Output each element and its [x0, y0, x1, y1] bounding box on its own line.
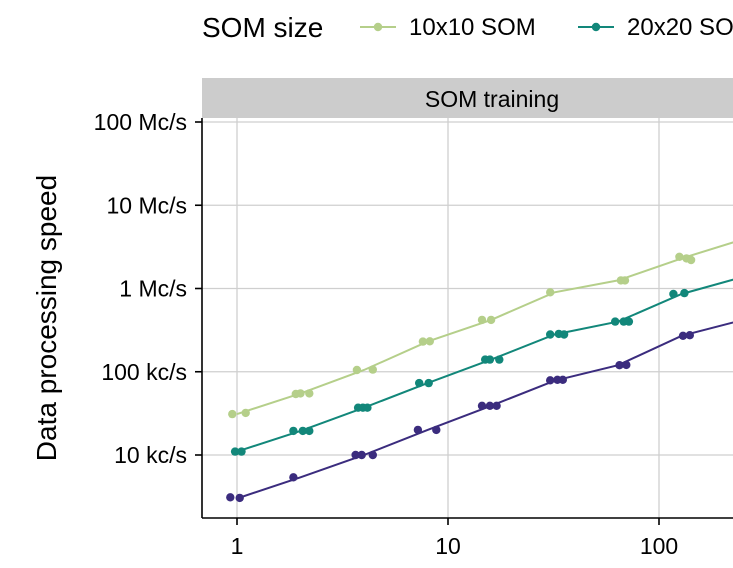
- data-point: [357, 450, 366, 460]
- data-point: [226, 493, 235, 502]
- data-point: [424, 378, 433, 388]
- data-point: [368, 450, 377, 460]
- data-point: [477, 315, 487, 325]
- legend-label: 10x10 SOM: [409, 14, 536, 41]
- data-point: [235, 493, 244, 503]
- x-tick-label: 100: [640, 533, 678, 559]
- legend-item-1: 10x10 SOM: [360, 14, 536, 41]
- data-point: [241, 408, 250, 418]
- data-point: [485, 401, 495, 410]
- legend-key-point: [373, 22, 383, 32]
- grid: [202, 118, 733, 518]
- data-point: [558, 375, 567, 384]
- panel-strip: [202, 78, 733, 118]
- data-point: [305, 426, 314, 436]
- data-point: [675, 252, 684, 261]
- data-point: [415, 378, 424, 388]
- data-point: [622, 360, 631, 370]
- data-point: [413, 425, 423, 435]
- data-point: [624, 317, 634, 326]
- data-point: [363, 403, 372, 412]
- legend: SOM size 10x10 SOM 20x20 SOM: [202, 12, 733, 43]
- data-point: [477, 401, 487, 410]
- data-point: [296, 389, 305, 398]
- data-point: [559, 330, 569, 339]
- data-point: [230, 447, 240, 456]
- y-axis-label: Data processing speed: [31, 175, 62, 461]
- data-point: [615, 361, 624, 370]
- data-point: [351, 450, 360, 460]
- data-point: [485, 355, 495, 364]
- data-point: [620, 276, 630, 285]
- data-point: [289, 426, 298, 436]
- legend-item-2: 20x20 SOM: [578, 14, 733, 41]
- data-point: [486, 315, 496, 325]
- legend-label: 20x20 SOM: [627, 14, 733, 41]
- data-point: [352, 365, 362, 375]
- panel-title: SOM training: [425, 86, 559, 112]
- data-point: [228, 409, 237, 419]
- legend-title: SOM size: [202, 12, 323, 43]
- data-point: [305, 389, 314, 398]
- y-tick-label: 10 kc/s: [114, 442, 187, 468]
- y-tick-label: 1 Mc/s: [119, 276, 187, 302]
- legend-key-point: [591, 22, 601, 32]
- data-point: [686, 255, 696, 265]
- y-tick-label: 100 kc/s: [101, 359, 187, 385]
- data-point: [680, 288, 689, 298]
- data-point: [298, 426, 307, 436]
- data-point: [418, 337, 428, 346]
- data-point: [611, 317, 620, 326]
- data-point: [685, 331, 694, 340]
- data-point: [678, 331, 688, 340]
- data-point: [425, 337, 434, 346]
- y-tick-label: 100 Mc/s: [94, 109, 187, 135]
- data-point: [495, 355, 504, 364]
- series-layer: [226, 241, 733, 503]
- data-point: [237, 447, 246, 456]
- x-tick-label: 10: [435, 533, 461, 559]
- data-point: [289, 473, 298, 482]
- data-point: [492, 401, 501, 410]
- data-point: [546, 330, 555, 339]
- data-point: [546, 288, 555, 297]
- data-point: [546, 376, 555, 385]
- x-tick-label: 1: [231, 533, 244, 559]
- axes: 1 10 100 10 kc/s 100 kc/s 1 Mc/s 10 Mc/s 100 Mc…: [94, 109, 733, 559]
- data-point: [432, 425, 441, 435]
- y-tick-label: 10 Mc/s: [106, 192, 187, 218]
- data-point: [368, 365, 377, 374]
- data-point: [669, 289, 678, 299]
